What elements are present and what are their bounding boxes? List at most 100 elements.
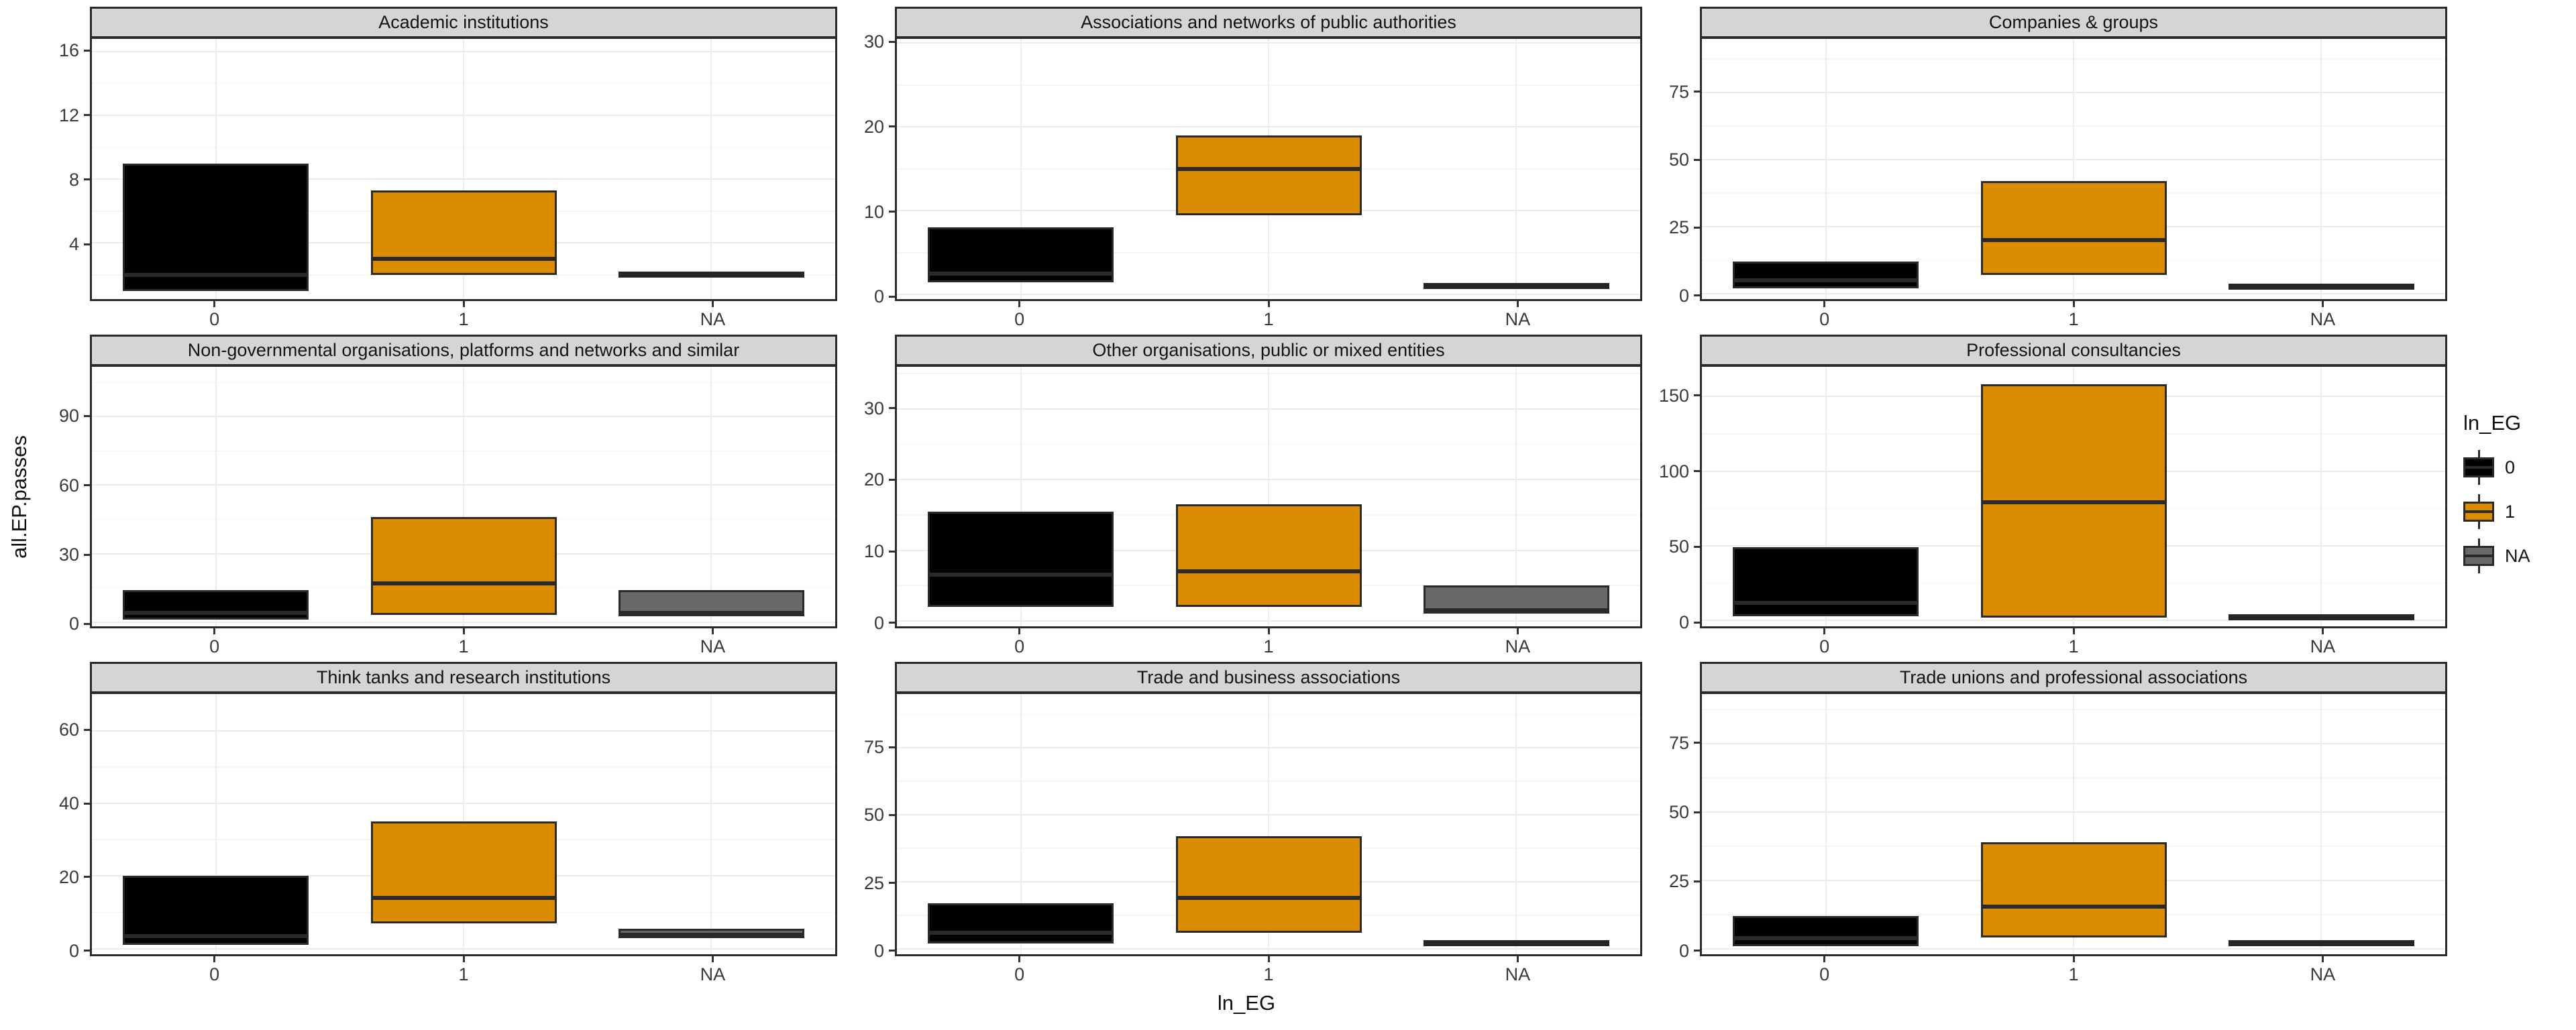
y-tick-mark bbox=[1694, 621, 1700, 624]
y-axis: 0 50 100 150 bbox=[1649, 365, 1700, 632]
x-axis: 0 1 NA bbox=[90, 300, 837, 332]
y-tick-label: 0 bbox=[68, 940, 79, 961]
boxplot-median bbox=[618, 933, 804, 937]
x-tick-label: 1 bbox=[2068, 636, 2079, 657]
x-tick-mark bbox=[1018, 956, 1021, 962]
y-tick-mark bbox=[1694, 545, 1700, 548]
y-tick-mark bbox=[889, 478, 895, 481]
gridline-vertical bbox=[215, 694, 217, 954]
boxplot-median bbox=[928, 931, 1114, 935]
facet-corner bbox=[39, 956, 90, 987]
facet-strip: Think tanks and research institutions bbox=[90, 662, 837, 693]
x-tick-mark bbox=[462, 628, 465, 635]
facet-strip: Trade and business associations bbox=[895, 662, 1642, 693]
y-tick-label: 40 bbox=[58, 793, 79, 814]
boxplot-flat-box bbox=[1423, 283, 1609, 290]
y-tick-label: 75 bbox=[1668, 732, 1689, 753]
y-tick-label: 25 bbox=[1668, 217, 1689, 238]
facet-strip: Non-governmental organisations, platform… bbox=[90, 334, 837, 365]
x-axis: 0 1 NA bbox=[895, 300, 1642, 332]
x-tick-label: 1 bbox=[2068, 964, 2079, 984]
x-tick-mark bbox=[1267, 300, 1270, 307]
facet-strip: Companies & groups bbox=[1700, 7, 2447, 38]
x-axis-title: ln_EG bbox=[1217, 991, 1276, 1015]
gridline-vertical bbox=[710, 694, 712, 954]
x-tick-label: 1 bbox=[458, 636, 469, 657]
x-tick-mark bbox=[1018, 300, 1021, 307]
y-tick-label: 60 bbox=[58, 720, 79, 740]
gridline-vertical bbox=[1825, 39, 1827, 299]
facet-cell: Think tanks and research institutions 0 20… bbox=[39, 662, 844, 987]
facet-title: Non-governmental organisations, platform… bbox=[187, 339, 740, 360]
facet-corner bbox=[39, 335, 90, 365]
boxplot-box bbox=[1980, 180, 2167, 275]
y-tick-mark bbox=[889, 295, 895, 298]
y-tick-label: 16 bbox=[58, 40, 79, 61]
y-axis: 0 10 20 30 bbox=[844, 32, 895, 306]
boxplot-box bbox=[370, 821, 557, 923]
boxplot-box bbox=[1980, 842, 2167, 938]
y-tick-mark bbox=[1694, 880, 1700, 882]
x-tick-mark bbox=[711, 300, 714, 307]
gridline-vertical bbox=[1515, 366, 1517, 627]
facet-corner bbox=[39, 662, 90, 693]
x-tick-label: 0 bbox=[1014, 964, 1025, 984]
x-tick-mark bbox=[1018, 628, 1021, 635]
y-tick-label: 12 bbox=[58, 105, 79, 125]
y-tick-mark bbox=[84, 876, 90, 878]
y-tick-label: 150 bbox=[1658, 385, 1689, 406]
y-tick-mark bbox=[889, 950, 895, 952]
key-median-line bbox=[2463, 510, 2494, 513]
legend-item-label: 1 bbox=[2505, 501, 2516, 522]
gridline-vertical bbox=[1020, 39, 1022, 299]
facet-cell: Companies & groups 0 25 50 75 0 1 NA bbox=[1649, 7, 2454, 332]
y-tick-mark bbox=[889, 40, 895, 43]
plot-area bbox=[1700, 693, 2447, 956]
x-tick-label: 0 bbox=[209, 636, 220, 657]
x-tick-mark bbox=[213, 300, 216, 307]
facet-corner bbox=[844, 662, 895, 693]
gridline-vertical bbox=[1515, 39, 1517, 299]
x-tick-mark bbox=[2072, 956, 2075, 962]
x-tick-mark bbox=[2321, 300, 2324, 307]
x-tick-mark bbox=[2072, 628, 2075, 635]
facet-title: Trade and business associations bbox=[1136, 667, 1401, 688]
x-tick-mark bbox=[1516, 628, 1519, 635]
x-tick-mark bbox=[213, 628, 216, 635]
y-tick-mark bbox=[889, 813, 895, 816]
x-tick-mark bbox=[1267, 956, 1270, 962]
y-tick-label: 30 bbox=[863, 398, 884, 418]
y-tick-label: 0 bbox=[873, 286, 884, 307]
y-tick-label: 10 bbox=[863, 541, 884, 562]
x-tick-label: NA bbox=[1505, 964, 1531, 984]
x-tick-label: 0 bbox=[1819, 308, 1830, 329]
y-tick-mark bbox=[84, 49, 90, 52]
facet-cell: Trade and business associations 0 25 50 75 0 1… bbox=[844, 662, 1649, 987]
gridline-vertical bbox=[2073, 39, 2074, 299]
facet-title: Trade unions and professional associatio… bbox=[1899, 667, 2248, 688]
y-axis: 0 10 20 30 bbox=[844, 365, 895, 633]
legend: ln_EG 0 1 NA bbox=[2454, 7, 2576, 987]
gridline-vertical bbox=[2320, 39, 2322, 299]
gridline-vertical bbox=[2320, 366, 2322, 627]
y-tick-mark bbox=[889, 882, 895, 884]
y-tick-mark bbox=[84, 553, 90, 556]
x-tick-label: 1 bbox=[1263, 308, 1274, 329]
x-tick-mark bbox=[2072, 300, 2075, 307]
gridline-vertical bbox=[1515, 694, 1517, 954]
legend-item: NA bbox=[2463, 538, 2576, 573]
facet-strip: Academic institutions bbox=[90, 7, 837, 38]
y-tick-label: 0 bbox=[873, 612, 884, 633]
boxplot-median bbox=[1980, 904, 2167, 909]
facet-corner bbox=[1649, 956, 1700, 987]
y-tick-mark bbox=[1694, 158, 1700, 161]
facet-corner bbox=[1649, 335, 1700, 365]
facet-title: Associations and networks of public auth… bbox=[1081, 12, 1456, 32]
y-tick-mark bbox=[1694, 226, 1700, 229]
boxplot-box bbox=[1733, 261, 1919, 288]
x-axis: 0 1 NA bbox=[1700, 956, 2447, 987]
gridline-vertical bbox=[1020, 366, 1022, 627]
boxplot-box bbox=[370, 517, 557, 616]
legend-item-label: NA bbox=[2505, 545, 2530, 566]
x-tick-label: 0 bbox=[1819, 636, 1830, 657]
